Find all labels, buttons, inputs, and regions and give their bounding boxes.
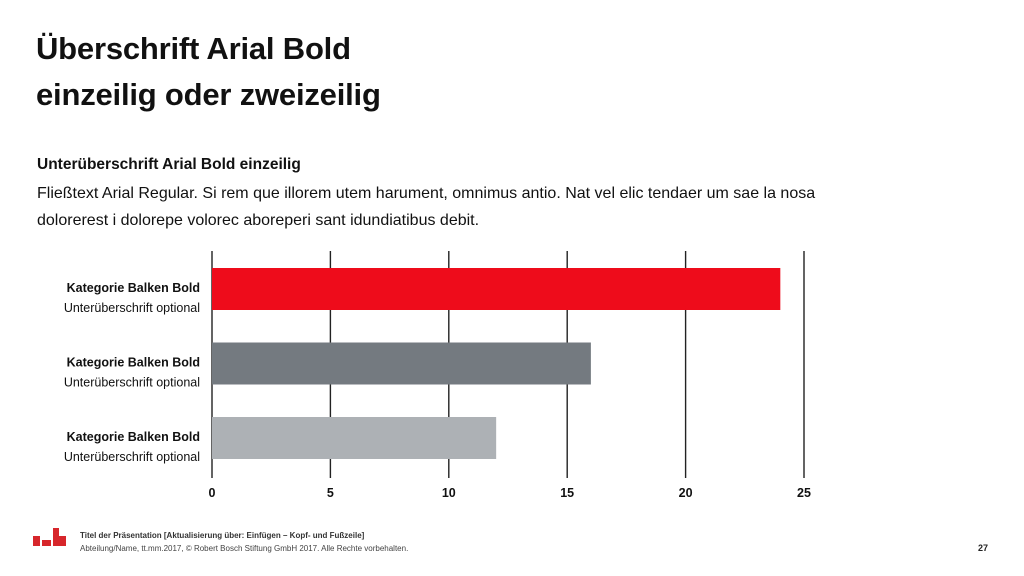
bar xyxy=(212,268,781,310)
page-number: 27 xyxy=(977,543,988,553)
slide-title-line-2: einzeilig oder zweizeilig xyxy=(36,77,381,112)
x-tick-label: 10 xyxy=(442,486,456,500)
slide-title-line-1: Überschrift Arial Bold xyxy=(36,31,351,66)
bar xyxy=(212,342,591,385)
x-tick-label: 15 xyxy=(560,486,574,500)
rbs-logo-icon xyxy=(33,528,67,553)
bar xyxy=(212,417,497,459)
body-text: Fließtext Arial Regular. Si rem que illo… xyxy=(37,185,816,229)
category-label: Kategorie Balken Bold xyxy=(67,430,200,444)
x-tick-label: 20 xyxy=(679,486,693,500)
x-tick-label: 25 xyxy=(797,486,811,500)
x-tick-label: 0 xyxy=(209,486,216,500)
slide-title: Überschrift Arial Bold einzeilig oder zw… xyxy=(36,26,381,118)
category-sublabel: Unterüberschrift optional xyxy=(64,301,200,315)
category-sublabel: Unterüberschrift optional xyxy=(64,376,200,390)
footer-meta: Abteilung/Name, tt.mm.2017, © Robert Bos… xyxy=(80,544,409,553)
footer-presentation-title: Titel der Präsentation [Aktualisierung ü… xyxy=(80,531,365,540)
category-sublabel: Unterüberschrift optional xyxy=(64,450,200,464)
category-label: Kategorie Balken Bold xyxy=(67,281,200,295)
category-label: Kategorie Balken Bold xyxy=(67,356,200,370)
x-tick-label: 5 xyxy=(327,486,334,500)
slide-subtitle: Unterüberschrift Arial Bold einzeilig xyxy=(37,156,301,173)
